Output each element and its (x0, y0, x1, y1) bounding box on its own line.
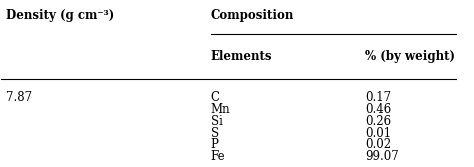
Text: P: P (210, 138, 219, 151)
Text: Composition: Composition (210, 9, 294, 22)
Text: Si: Si (210, 115, 222, 128)
Text: % (by weight): % (by weight) (365, 50, 455, 63)
Text: 0.01: 0.01 (365, 127, 391, 140)
Text: 0.17: 0.17 (365, 91, 391, 104)
Text: 0.02: 0.02 (365, 138, 391, 151)
Text: 7.87: 7.87 (6, 91, 32, 104)
Text: Elements: Elements (210, 50, 272, 63)
Text: Fe: Fe (210, 150, 225, 163)
Text: Density (g cm⁻³): Density (g cm⁻³) (6, 9, 114, 22)
Text: S: S (210, 127, 219, 140)
Text: 99.07: 99.07 (365, 150, 399, 163)
Text: 0.46: 0.46 (365, 103, 392, 116)
Text: Mn: Mn (210, 103, 230, 116)
Text: C: C (210, 91, 219, 104)
Text: 0.26: 0.26 (365, 115, 391, 128)
